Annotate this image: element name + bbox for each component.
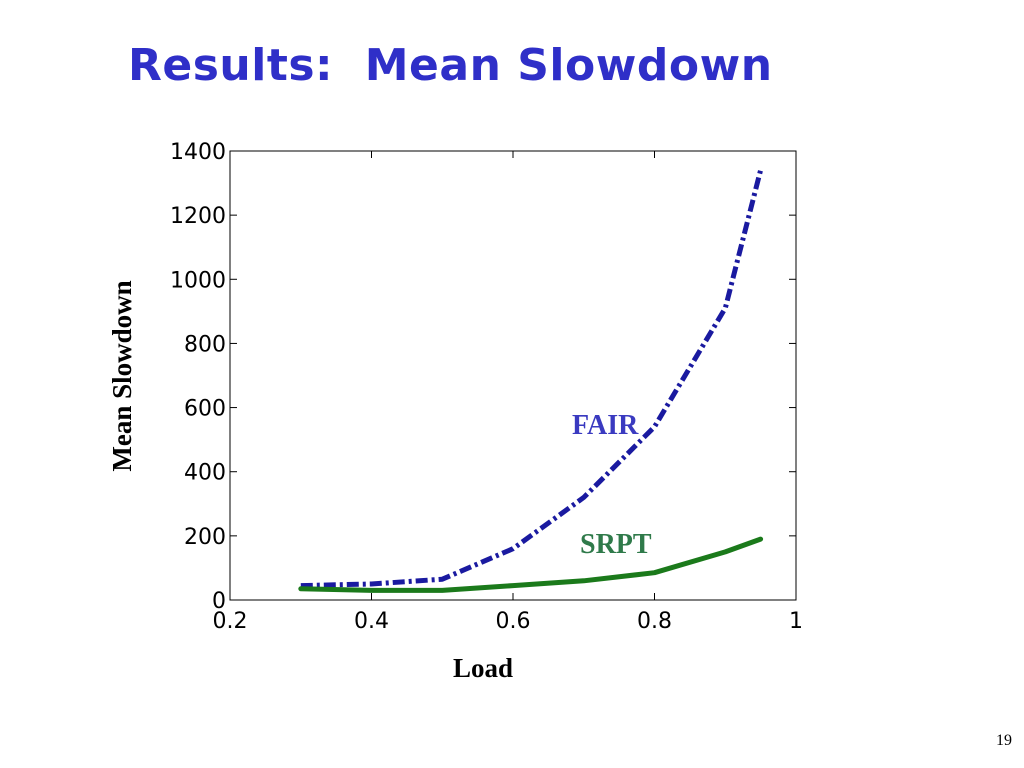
y-axis-label: Mean Slowdown bbox=[107, 280, 137, 471]
y-tick-label: 1200 bbox=[170, 204, 226, 229]
fair-series-label: FAIR bbox=[572, 410, 639, 441]
plot-area-frame bbox=[229, 150, 797, 601]
y-axis-ticks: 0 200 400 600 800 1000 1200 1400 bbox=[170, 140, 796, 614]
page-number: 19 bbox=[996, 732, 1012, 749]
x-tick-label: 0.6 bbox=[496, 609, 531, 634]
x-axis-ticks: 0.2 0.4 0.6 0.8 1 bbox=[213, 151, 803, 634]
srpt-series-line bbox=[298, 536, 764, 593]
x-tick-label: 0.8 bbox=[637, 609, 672, 634]
x-tick-label: 1 bbox=[789, 609, 803, 634]
y-tick-label: 1000 bbox=[170, 268, 226, 293]
y-tick-label: 0 bbox=[212, 589, 226, 614]
y-tick-label: 400 bbox=[184, 461, 226, 486]
slide-title: Results: Mean Slowdown bbox=[128, 40, 773, 91]
x-tick-label: 0.2 bbox=[213, 609, 248, 634]
x-axis-label: Load bbox=[453, 653, 513, 683]
y-tick-label: 800 bbox=[184, 332, 226, 357]
srpt-series-label: SRPT bbox=[580, 529, 652, 560]
y-tick-label: 200 bbox=[184, 525, 226, 550]
series-layer bbox=[298, 169, 764, 593]
y-tick-label: 600 bbox=[184, 397, 226, 422]
y-tick-label: 1400 bbox=[170, 140, 226, 165]
fair-series-line bbox=[300, 169, 764, 589]
x-tick-label: 0.4 bbox=[354, 609, 389, 634]
